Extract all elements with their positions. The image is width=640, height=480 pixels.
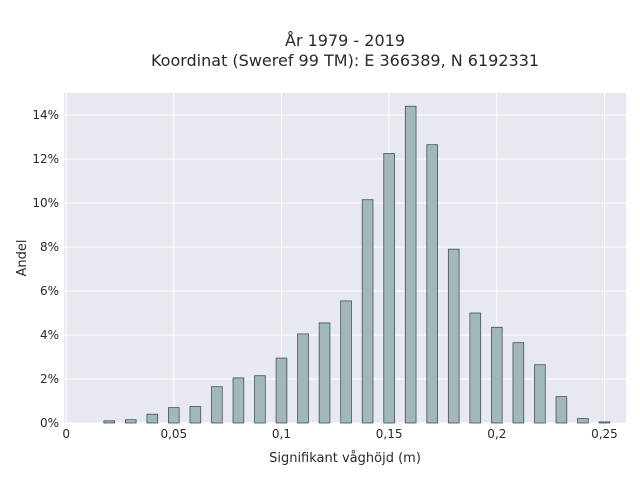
bar — [361, 199, 374, 424]
bar — [491, 326, 503, 424]
x-tick-label: 0,05 — [160, 427, 187, 441]
y-tick-label: 14% — [32, 108, 59, 122]
bar — [340, 300, 352, 424]
bar-series — [103, 105, 611, 424]
bar — [211, 386, 223, 424]
x-axis-label: Signifikant våghöjd (m) — [269, 451, 421, 466]
y-tick-label: 12% — [32, 152, 59, 166]
y-tick-label: 2% — [40, 372, 59, 386]
y-tick-label: 10% — [32, 196, 59, 210]
y-tick-label: 4% — [40, 328, 59, 342]
bar — [598, 421, 611, 424]
bar — [124, 419, 137, 424]
x-tick-label: 0,2 — [487, 427, 506, 441]
bar — [275, 357, 288, 424]
bar — [146, 413, 159, 424]
y-tick-label: 0% — [40, 416, 59, 430]
bar — [254, 375, 266, 424]
bar — [189, 406, 202, 424]
x-axis-ticks: 0 0,05 0,1 0,15 0,2 0,25 — [62, 427, 617, 441]
bar — [534, 364, 546, 424]
chart-subtitle: Koordinat (Sweref 99 TM): E 366389, N 61… — [151, 51, 539, 70]
bar — [318, 322, 331, 424]
y-axis-ticks: 0% 2% 4% 6% 8% 10% 12% 14% — [32, 108, 59, 430]
bar — [383, 153, 395, 424]
x-tick-label: 0,15 — [376, 427, 403, 441]
x-tick-label: 0,1 — [272, 427, 291, 441]
bar — [469, 312, 482, 424]
y-axis-label: Andel — [15, 240, 30, 277]
bar — [232, 377, 245, 424]
bar — [426, 144, 438, 424]
bar — [168, 407, 180, 424]
y-tick-label: 8% — [40, 240, 59, 254]
bar — [555, 396, 568, 424]
x-tick-label: 0 — [62, 427, 70, 441]
bar — [297, 333, 309, 424]
bar — [404, 105, 417, 424]
bar — [103, 420, 116, 424]
bar — [512, 342, 525, 424]
y-tick-label: 6% — [40, 284, 59, 298]
grid-lines — [64, 93, 626, 424]
x-tick-label: 0,25 — [591, 427, 618, 441]
bar — [577, 418, 589, 424]
bar — [447, 248, 460, 424]
chart-title: År 1979 - 2019 — [285, 31, 405, 50]
